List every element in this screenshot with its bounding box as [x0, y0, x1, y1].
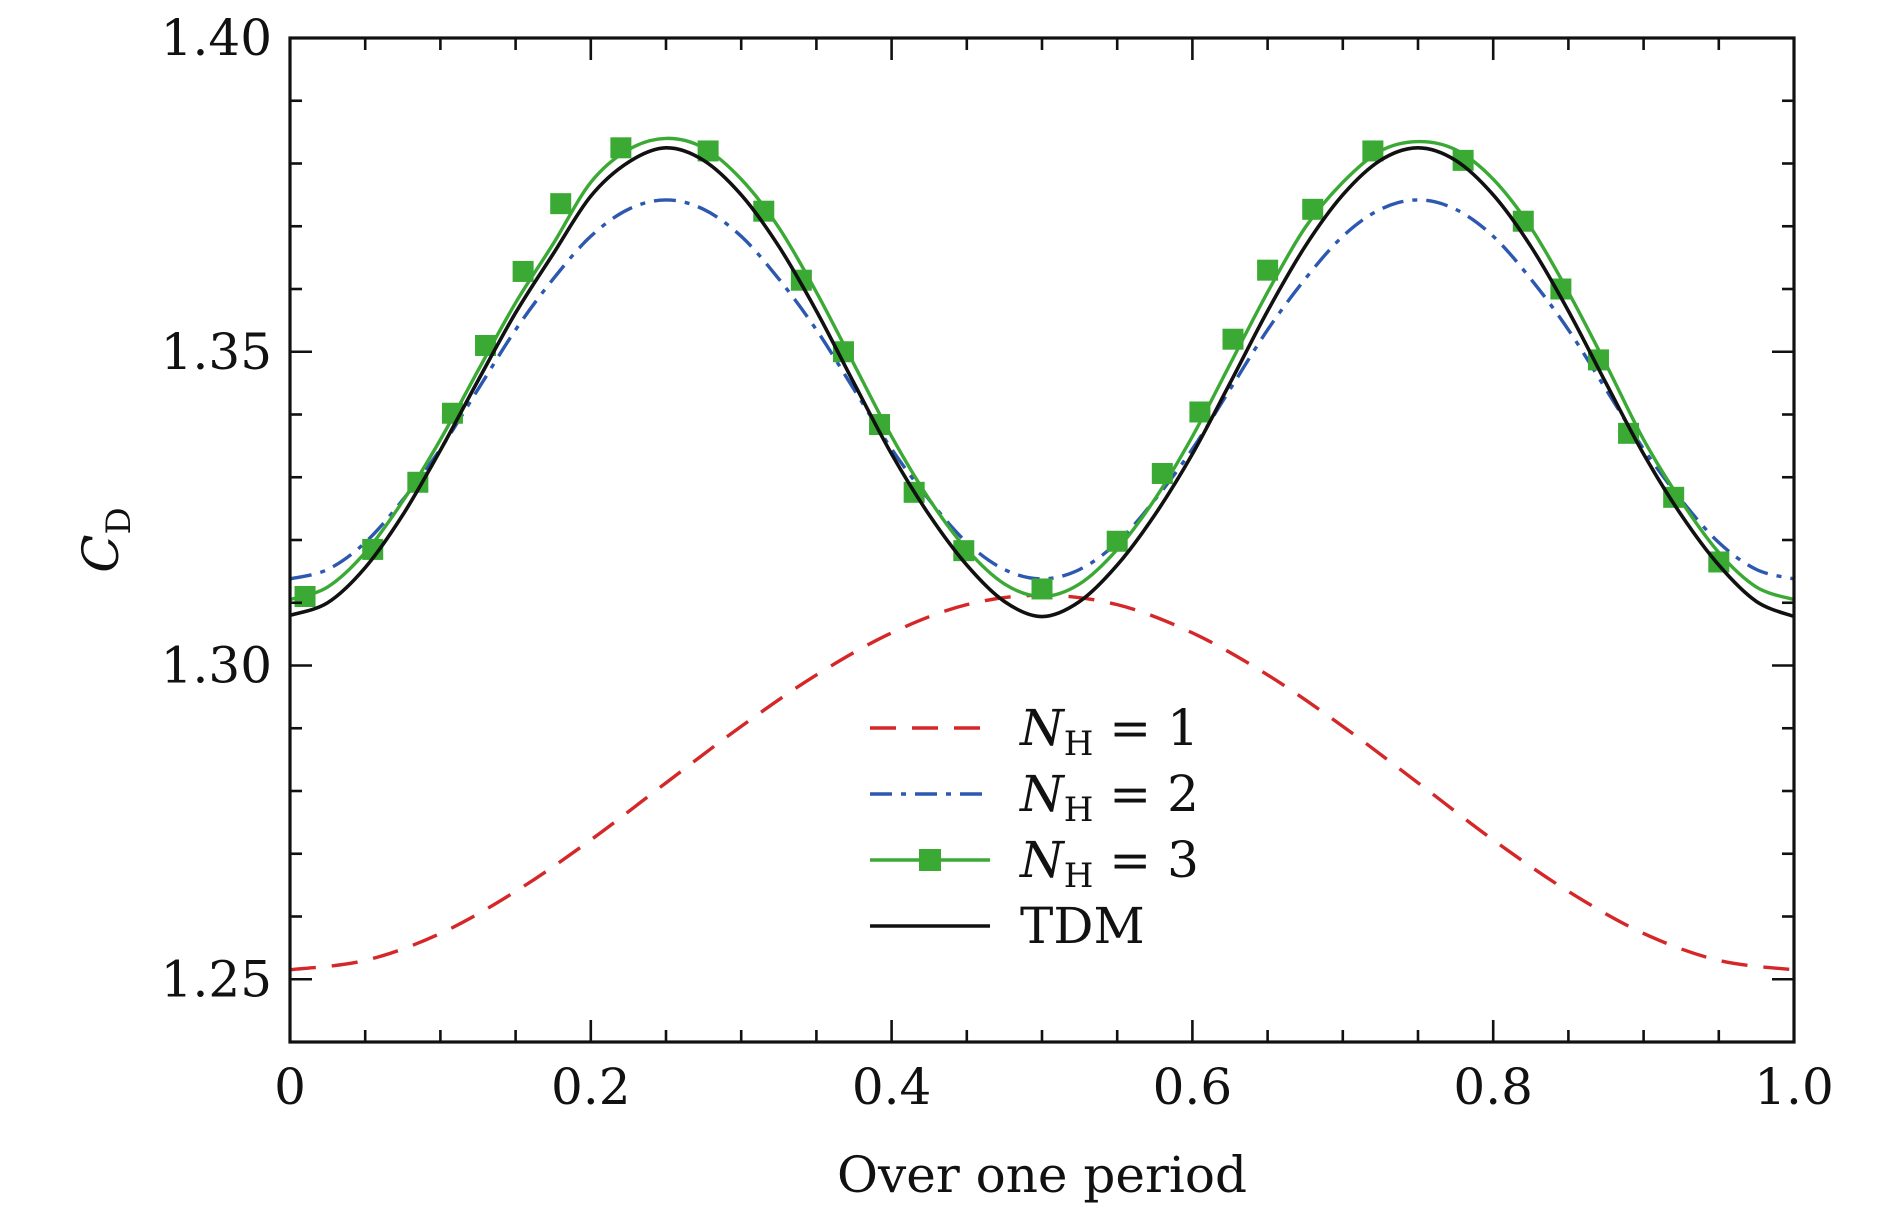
x-tick-label-3: 0.6	[1153, 1058, 1233, 1116]
series-layer	[290, 136, 1794, 972]
series-line-tdm	[290, 146, 1794, 619]
series-group	[290, 136, 1794, 972]
marker-n-h-3	[1257, 259, 1279, 281]
y-tick-label-2: 1.35	[161, 323, 272, 381]
y-tick-label-0: 1.25	[161, 950, 272, 1008]
marker-n-h-3	[1452, 149, 1474, 171]
legend-label-tdm: TDM	[1020, 897, 1145, 955]
marker-n-h-3	[1302, 198, 1324, 220]
marker-n-h-3	[407, 471, 429, 493]
legend-label-n-h-3: NH = 3	[1019, 831, 1199, 896]
legend-item-n-h-2: NH = 2	[870, 765, 1199, 830]
ticks-layer	[288, 36, 1796, 1044]
y-tick-label-1: 1.30	[161, 637, 272, 695]
y-tick-label-3: 1.40	[161, 9, 272, 67]
svg-text:CD: CD	[72, 507, 139, 573]
x-tick-label-5: 1.0	[1754, 1058, 1834, 1116]
y-axis-title-subscript: D	[99, 507, 139, 534]
legend-marker-n-h-3	[919, 849, 941, 871]
marker-n-h-3	[1362, 140, 1384, 162]
marker-n-h-3	[1550, 278, 1572, 300]
marker-n-h-3	[362, 538, 384, 560]
marker-n-h-3	[1106, 530, 1128, 552]
marker-n-h-3	[512, 260, 534, 282]
legend-label-n-h-1: NH = 1	[1019, 699, 1199, 764]
x-axis-title: Over one period	[837, 1146, 1247, 1204]
x-tick-label-4: 0.8	[1453, 1058, 1533, 1116]
y-axis-title: CD	[72, 507, 139, 573]
marker-n-h-3	[1151, 462, 1173, 484]
y-axis-title-main: C	[72, 535, 130, 573]
marker-n-h-3	[475, 334, 497, 356]
x-tick-label-2: 0.4	[852, 1058, 932, 1116]
marker-n-h-3	[610, 137, 632, 159]
legend-item-tdm: TDM	[870, 897, 1145, 955]
marker-n-h-3	[697, 140, 719, 162]
x-tick-label-1: 0.2	[551, 1058, 631, 1116]
marker-n-h-3	[1031, 578, 1053, 600]
marker-n-h-3	[1222, 328, 1244, 350]
marker-n-h-3	[832, 341, 854, 363]
marker-n-h-3	[1189, 401, 1211, 423]
legend-item-n-h-1: NH = 1	[870, 699, 1199, 764]
legend-item-n-h-3: NH = 3	[870, 831, 1199, 896]
marker-n-h-3	[550, 193, 572, 215]
x-tick-label-0: 0	[274, 1058, 306, 1116]
tick-labels-layer: 0 0.2 0.4 0.6 0.8 1.0 1.25 1.30 1.35 1.40	[161, 9, 1834, 1116]
legend-label-n-h-2: NH = 2	[1019, 765, 1199, 830]
